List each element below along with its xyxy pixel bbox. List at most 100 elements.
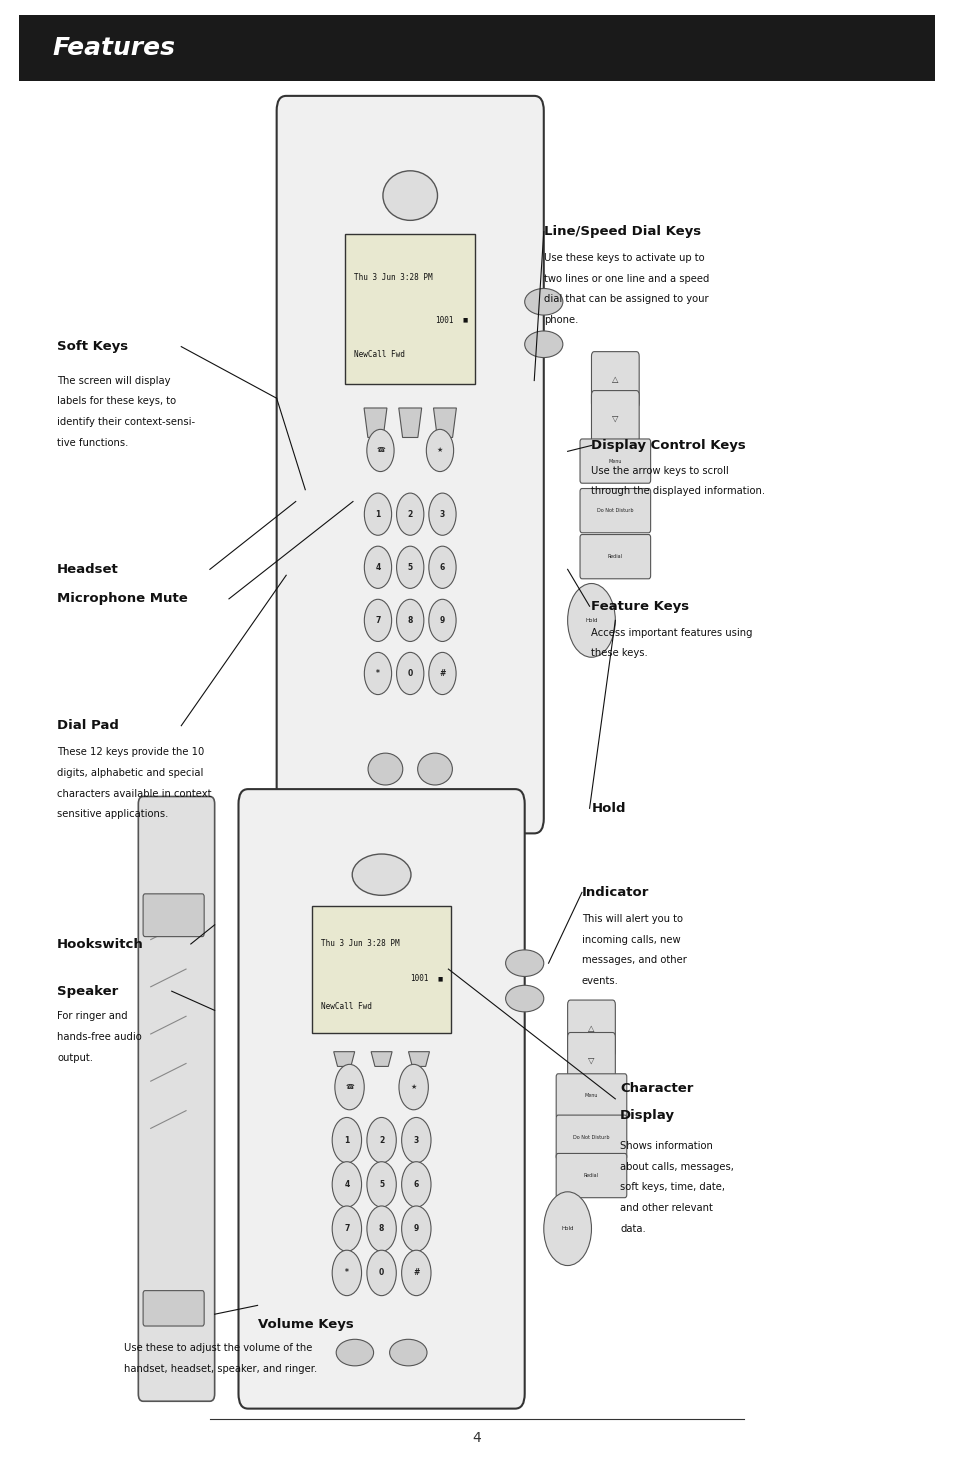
Text: dial that can be assigned to your: dial that can be assigned to your bbox=[543, 295, 708, 304]
Text: 9: 9 bbox=[439, 617, 445, 625]
Text: 7: 7 bbox=[344, 1224, 349, 1233]
Text: messages, and other: messages, and other bbox=[581, 956, 686, 965]
Polygon shape bbox=[408, 1052, 429, 1066]
FancyBboxPatch shape bbox=[143, 894, 204, 937]
Text: Feature Keys: Feature Keys bbox=[591, 600, 689, 612]
Text: two lines or one line and a speed: two lines or one line and a speed bbox=[543, 274, 708, 283]
Ellipse shape bbox=[417, 754, 452, 785]
Text: Do Not Disturb: Do Not Disturb bbox=[573, 1134, 609, 1140]
FancyBboxPatch shape bbox=[591, 351, 639, 407]
Text: identify their context-sensi-: identify their context-sensi- bbox=[57, 417, 195, 426]
Circle shape bbox=[396, 599, 423, 642]
Text: Speaker: Speaker bbox=[57, 985, 118, 997]
FancyBboxPatch shape bbox=[556, 1115, 626, 1159]
FancyBboxPatch shape bbox=[312, 906, 451, 1032]
FancyBboxPatch shape bbox=[591, 391, 639, 447]
Text: #: # bbox=[413, 1268, 419, 1277]
Circle shape bbox=[366, 429, 394, 472]
Text: ★: ★ bbox=[410, 1084, 416, 1090]
Circle shape bbox=[398, 1065, 428, 1109]
Circle shape bbox=[367, 1251, 395, 1295]
Text: Hold: Hold bbox=[560, 1226, 574, 1232]
Text: NewCall Fwd: NewCall Fwd bbox=[354, 350, 405, 358]
Circle shape bbox=[428, 599, 456, 642]
FancyBboxPatch shape bbox=[276, 96, 543, 833]
Text: these keys.: these keys. bbox=[591, 649, 647, 658]
Text: 0: 0 bbox=[378, 1268, 384, 1277]
Text: Thu 3 Jun 3:28 PM: Thu 3 Jun 3:28 PM bbox=[321, 938, 399, 947]
Circle shape bbox=[428, 546, 456, 589]
Text: about calls, messages,: about calls, messages, bbox=[619, 1162, 733, 1171]
Text: 8: 8 bbox=[378, 1224, 384, 1233]
Circle shape bbox=[364, 652, 391, 695]
Text: Hookswitch: Hookswitch bbox=[57, 938, 144, 950]
Circle shape bbox=[364, 493, 391, 535]
Text: Thu 3 Jun 3:28 PM: Thu 3 Jun 3:28 PM bbox=[354, 273, 433, 282]
Text: Headset: Headset bbox=[57, 563, 119, 575]
Circle shape bbox=[401, 1162, 431, 1207]
Text: Use these to adjust the volume of the: Use these to adjust the volume of the bbox=[124, 1344, 312, 1353]
FancyBboxPatch shape bbox=[19, 15, 934, 81]
Text: Hold: Hold bbox=[584, 618, 598, 622]
Text: Use these keys to activate up to: Use these keys to activate up to bbox=[543, 254, 703, 263]
FancyBboxPatch shape bbox=[579, 488, 650, 532]
Text: events.: events. bbox=[581, 976, 618, 985]
Text: Features: Features bbox=[52, 35, 175, 60]
Ellipse shape bbox=[389, 1339, 427, 1366]
Text: Hold: Hold bbox=[591, 802, 625, 814]
Text: 4: 4 bbox=[344, 1180, 349, 1189]
Text: 0: 0 bbox=[407, 670, 413, 678]
Text: ☎: ☎ bbox=[345, 1084, 354, 1090]
Text: Menu: Menu bbox=[608, 459, 621, 463]
Polygon shape bbox=[364, 409, 387, 438]
Text: 6: 6 bbox=[414, 1180, 418, 1189]
Circle shape bbox=[428, 652, 456, 695]
Text: 7: 7 bbox=[375, 617, 380, 625]
Circle shape bbox=[335, 1065, 364, 1109]
Text: Line/Speed Dial Keys: Line/Speed Dial Keys bbox=[543, 226, 700, 237]
Text: ☎: ☎ bbox=[375, 447, 384, 453]
Text: ▽: ▽ bbox=[612, 414, 618, 423]
Circle shape bbox=[426, 429, 454, 472]
Circle shape bbox=[367, 1207, 395, 1251]
Text: 1: 1 bbox=[375, 510, 380, 519]
Text: digits, alphabetic and special: digits, alphabetic and special bbox=[57, 768, 203, 777]
Polygon shape bbox=[398, 409, 421, 438]
Text: Access important features using: Access important features using bbox=[591, 628, 752, 637]
FancyBboxPatch shape bbox=[579, 534, 650, 578]
Circle shape bbox=[401, 1118, 431, 1162]
Text: NewCall Fwd: NewCall Fwd bbox=[321, 1003, 372, 1012]
Text: The screen will display: The screen will display bbox=[57, 376, 171, 385]
Text: Display: Display bbox=[619, 1109, 675, 1121]
FancyBboxPatch shape bbox=[556, 1153, 626, 1198]
Circle shape bbox=[428, 493, 456, 535]
FancyBboxPatch shape bbox=[567, 1032, 615, 1089]
Text: soft keys, time, date,: soft keys, time, date, bbox=[619, 1183, 724, 1192]
Text: and other relevant: and other relevant bbox=[619, 1204, 712, 1212]
Text: 1: 1 bbox=[344, 1136, 349, 1145]
Text: output.: output. bbox=[57, 1053, 93, 1062]
Text: Display Control Keys: Display Control Keys bbox=[591, 440, 745, 451]
Circle shape bbox=[396, 493, 423, 535]
Text: 9: 9 bbox=[414, 1224, 418, 1233]
Text: tive functions.: tive functions. bbox=[57, 438, 129, 447]
Text: through the displayed information.: through the displayed information. bbox=[591, 487, 765, 496]
Ellipse shape bbox=[352, 854, 411, 895]
Ellipse shape bbox=[368, 754, 402, 785]
Text: Soft Keys: Soft Keys bbox=[57, 341, 129, 353]
FancyBboxPatch shape bbox=[556, 1074, 626, 1118]
Polygon shape bbox=[334, 1052, 355, 1066]
Polygon shape bbox=[433, 409, 456, 438]
Circle shape bbox=[396, 546, 423, 589]
Ellipse shape bbox=[524, 330, 562, 357]
Text: 4: 4 bbox=[375, 563, 380, 572]
Text: handset, headset, speaker, and ringer.: handset, headset, speaker, and ringer. bbox=[124, 1364, 317, 1373]
Text: ▽: ▽ bbox=[588, 1056, 594, 1065]
Text: For ringer and: For ringer and bbox=[57, 1012, 128, 1021]
Text: Microphone Mute: Microphone Mute bbox=[57, 593, 188, 605]
Text: Do Not Disturb: Do Not Disturb bbox=[597, 509, 633, 513]
FancyBboxPatch shape bbox=[138, 796, 214, 1401]
Text: #: # bbox=[438, 670, 445, 678]
Text: labels for these keys, to: labels for these keys, to bbox=[57, 397, 176, 406]
Circle shape bbox=[367, 1118, 395, 1162]
